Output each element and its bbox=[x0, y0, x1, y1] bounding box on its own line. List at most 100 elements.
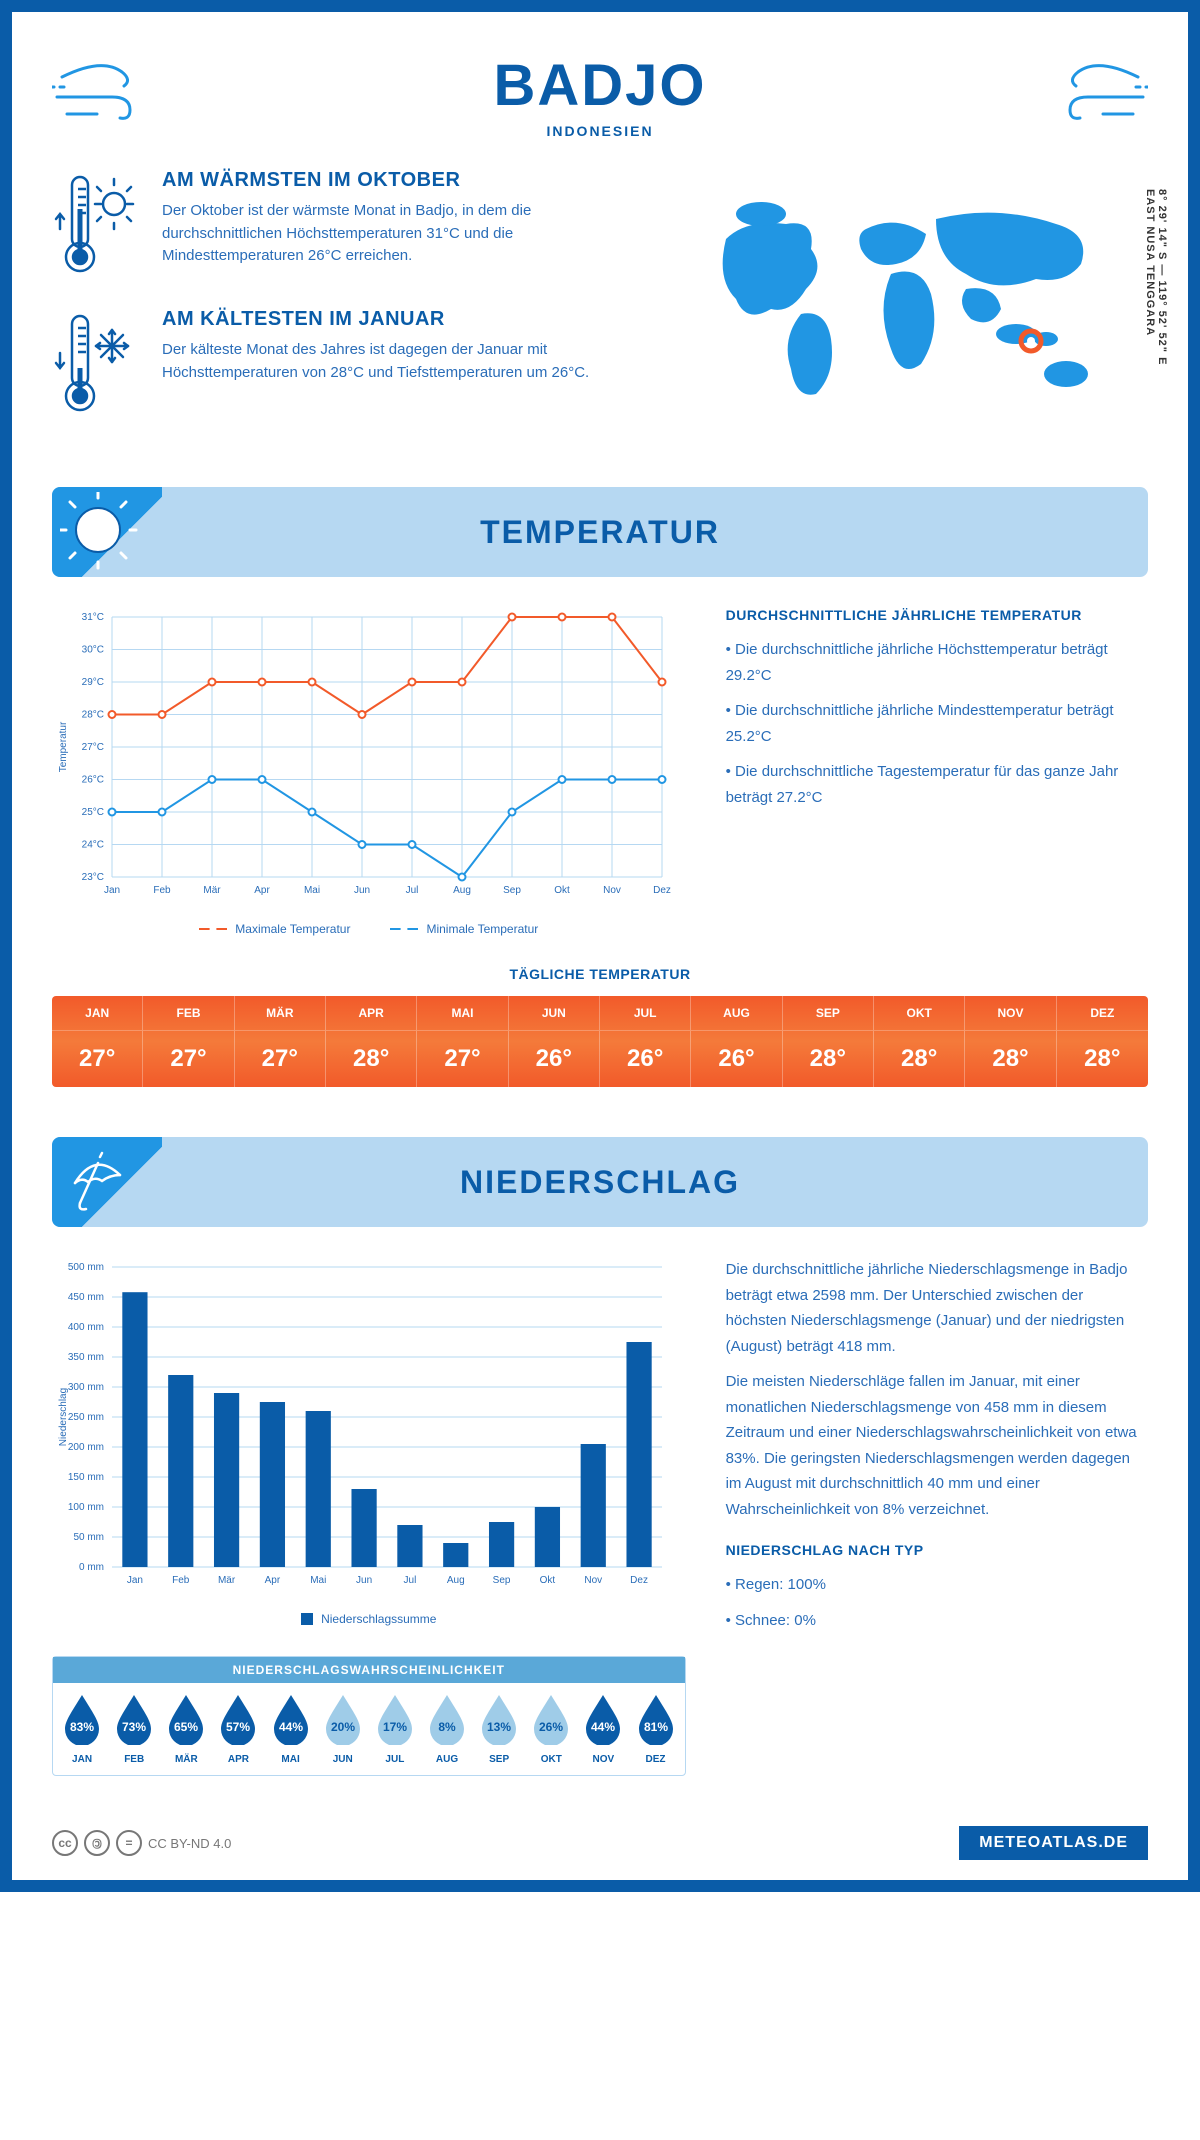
facts-row: AM WÄRMSTEN IM OKTOBER Der Oktober ist d… bbox=[52, 169, 1148, 447]
daily-value: 28° bbox=[326, 1030, 417, 1087]
section-precip-header: NIEDERSCHLAG bbox=[52, 1137, 1148, 1227]
daily-value: 28° bbox=[965, 1030, 1056, 1087]
svg-text:150 mm: 150 mm bbox=[68, 1472, 104, 1483]
temp-summary-list: Die durchschnittliche jährliche Höchstte… bbox=[726, 637, 1148, 810]
daily-month: APR bbox=[326, 996, 417, 1030]
svg-text:Nov: Nov bbox=[584, 1575, 602, 1586]
svg-text:200 mm: 200 mm bbox=[68, 1442, 104, 1453]
prob-drop: 44% MAI bbox=[266, 1693, 316, 1765]
svg-text:8%: 8% bbox=[438, 1720, 456, 1734]
svg-text:350 mm: 350 mm bbox=[68, 1352, 104, 1363]
svg-text:Jan: Jan bbox=[104, 885, 120, 896]
footer: cc 🄯 = CC BY-ND 4.0 METEOATLAS.DE bbox=[52, 1806, 1148, 1860]
brand-badge: METEOATLAS.DE bbox=[959, 1826, 1148, 1860]
svg-text:Jul: Jul bbox=[406, 885, 419, 896]
svg-text:Okt: Okt bbox=[554, 885, 570, 896]
section-temperature-header: TEMPERATUR bbox=[52, 487, 1148, 577]
precip-prob-title: NIEDERSCHLAGSWAHRSCHEINLICHKEIT bbox=[53, 1657, 685, 1683]
prob-drop: 73% FEB bbox=[109, 1693, 159, 1765]
daily-month: MÄR bbox=[235, 996, 326, 1030]
svg-text:Sep: Sep bbox=[493, 1575, 511, 1586]
svg-text:Mai: Mai bbox=[310, 1575, 326, 1586]
svg-text:Jun: Jun bbox=[356, 1575, 372, 1586]
svg-text:100 mm: 100 mm bbox=[68, 1502, 104, 1513]
coordinates: 8° 29' 14" S — 119° 52' 52" E EAST NUSA … bbox=[1144, 189, 1168, 365]
svg-text:24°C: 24°C bbox=[82, 840, 104, 851]
svg-text:23°C: 23°C bbox=[82, 872, 104, 883]
fact-cold-text: Der kälteste Monat des Jahres ist dagege… bbox=[162, 339, 633, 384]
thermometer-snow-icon bbox=[52, 308, 142, 423]
svg-text:Jan: Jan bbox=[127, 1575, 143, 1586]
prob-drop: 20% JUN bbox=[318, 1693, 368, 1765]
thermometer-sun-icon bbox=[52, 169, 142, 284]
svg-text:300 mm: 300 mm bbox=[68, 1382, 104, 1393]
daily-value: 27° bbox=[52, 1030, 143, 1087]
svg-text:26%: 26% bbox=[539, 1720, 563, 1734]
temp-summary-item: Die durchschnittliche jährliche Mindestt… bbox=[726, 698, 1148, 749]
svg-text:50 mm: 50 mm bbox=[73, 1532, 104, 1543]
svg-text:Temperatur: Temperatur bbox=[58, 721, 69, 772]
svg-text:Dez: Dez bbox=[630, 1575, 648, 1586]
daily-value: 27° bbox=[235, 1030, 326, 1087]
by-icon: 🄯 bbox=[84, 1830, 110, 1856]
daily-month: AUG bbox=[691, 996, 782, 1030]
prob-drop: 13% SEP bbox=[474, 1693, 524, 1765]
temp-chart-legend: Maximale Temperatur Minimale Temperatur bbox=[52, 922, 686, 936]
wind-icon bbox=[1028, 52, 1148, 137]
svg-text:28°C: 28°C bbox=[82, 710, 104, 721]
daily-month: OKT bbox=[874, 996, 965, 1030]
svg-text:Aug: Aug bbox=[453, 885, 471, 896]
temp-summary-item: Die durchschnittliche Tagestemperatur fü… bbox=[726, 759, 1148, 810]
daily-month: NOV bbox=[965, 996, 1056, 1030]
prob-drop: 44% NOV bbox=[578, 1693, 628, 1765]
wind-icon bbox=[52, 52, 172, 137]
header: BADJO INDONESIEN bbox=[52, 42, 1148, 169]
daily-value: 27° bbox=[417, 1030, 508, 1087]
temp-summary-item: Die durchschnittliche jährliche Höchstte… bbox=[726, 637, 1148, 688]
svg-text:Apr: Apr bbox=[254, 885, 270, 896]
svg-text:30°C: 30°C bbox=[82, 645, 104, 656]
umbrella-icon bbox=[52, 1137, 162, 1227]
svg-text:57%: 57% bbox=[226, 1720, 250, 1734]
svg-text:Jul: Jul bbox=[404, 1575, 417, 1586]
svg-text:13%: 13% bbox=[487, 1720, 511, 1734]
daily-value: 26° bbox=[691, 1030, 782, 1087]
daily-temp-table: JANFEBMÄRAPRMAIJUNJULAUGSEPOKTNOVDEZ27°2… bbox=[52, 996, 1148, 1087]
svg-text:Mai: Mai bbox=[304, 885, 320, 896]
daily-month: SEP bbox=[783, 996, 874, 1030]
prob-drop: 8% AUG bbox=[422, 1693, 472, 1765]
daily-value: 26° bbox=[509, 1030, 600, 1087]
world-map bbox=[663, 169, 1148, 419]
daily-month: MAI bbox=[417, 996, 508, 1030]
cc-icon: cc bbox=[52, 1830, 78, 1856]
svg-text:Nov: Nov bbox=[603, 885, 621, 896]
svg-text:81%: 81% bbox=[644, 1720, 668, 1734]
svg-text:Mär: Mär bbox=[218, 1575, 236, 1586]
svg-text:73%: 73% bbox=[122, 1720, 146, 1734]
svg-text:Dez: Dez bbox=[653, 885, 671, 896]
prob-drop: 65% MÄR bbox=[161, 1693, 211, 1765]
svg-text:0 mm: 0 mm bbox=[79, 1562, 104, 1573]
license: cc 🄯 = CC BY-ND 4.0 bbox=[52, 1830, 231, 1856]
section-precip-title: NIEDERSCHLAG bbox=[460, 1164, 740, 1201]
prob-drop: 17% JUL bbox=[370, 1693, 420, 1765]
svg-text:31°C: 31°C bbox=[82, 612, 104, 623]
svg-text:Feb: Feb bbox=[172, 1575, 190, 1586]
prob-drop: 26% OKT bbox=[526, 1693, 576, 1765]
precip-probability-block: NIEDERSCHLAGSWAHRSCHEINLICHKEIT 83% JAN … bbox=[52, 1656, 686, 1776]
svg-text:29°C: 29°C bbox=[82, 677, 104, 688]
svg-text:Feb: Feb bbox=[153, 885, 171, 896]
daily-month: FEB bbox=[143, 996, 234, 1030]
daily-month: DEZ bbox=[1057, 996, 1148, 1030]
svg-text:Mär: Mär bbox=[203, 885, 221, 896]
temperature-line-chart: 23°C24°C25°C26°C27°C28°C29°C30°C31°CJanF… bbox=[52, 607, 672, 907]
section-temperature-title: TEMPERATUR bbox=[480, 514, 720, 551]
svg-text:500 mm: 500 mm bbox=[68, 1262, 104, 1273]
sun-icon bbox=[52, 487, 162, 577]
svg-text:Niederschlag: Niederschlag bbox=[58, 1388, 69, 1446]
fact-warm: AM WÄRMSTEN IM OKTOBER Der Oktober ist d… bbox=[52, 169, 633, 284]
svg-text:25°C: 25°C bbox=[82, 807, 104, 818]
prob-drop: 57% APR bbox=[213, 1693, 263, 1765]
daily-month: JUN bbox=[509, 996, 600, 1030]
fact-warm-title: AM WÄRMSTEN IM OKTOBER bbox=[162, 169, 633, 192]
